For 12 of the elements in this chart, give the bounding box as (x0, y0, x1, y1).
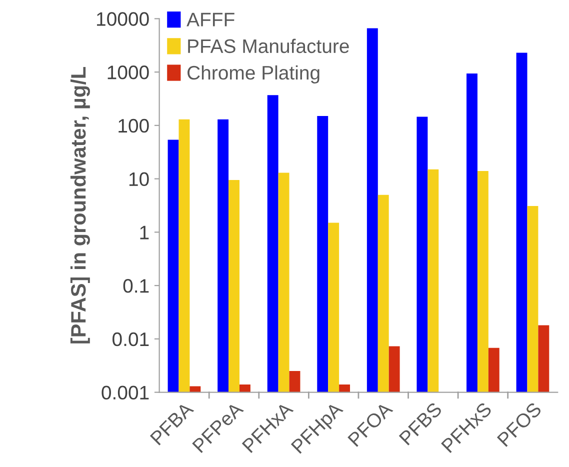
y-axis-title: [PFAS] in groundwater, µg/L (70, 67, 90, 344)
legend-label: PFAS Manufacture (188, 38, 349, 54)
y-tick-label: 100 (118, 118, 149, 133)
y-tick-label: 1 (140, 226, 149, 240)
y-tick-label: 10 (129, 172, 149, 186)
y-tick-label: 10000 (97, 12, 149, 26)
y-tick-label: 1000 (108, 66, 149, 80)
legend-label: AFFF (186, 12, 234, 26)
y-tick-label: 0.1 (123, 279, 149, 293)
y-tick-label: 0.01 (112, 332, 149, 346)
legend-label: Chrome Plating (188, 65, 320, 84)
y-tick-label: 0.001 (102, 386, 149, 400)
